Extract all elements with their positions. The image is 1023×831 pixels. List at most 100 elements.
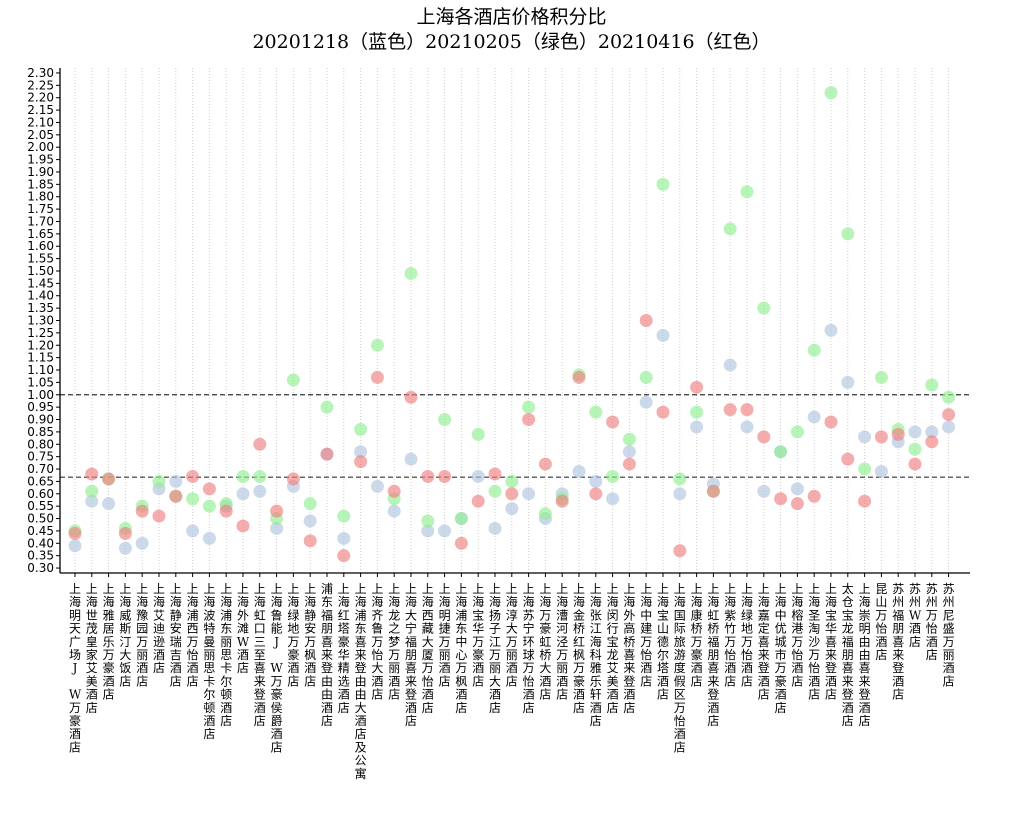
data-point-series-20201218 — [421, 524, 435, 538]
data-point-series-20210205 — [286, 373, 300, 387]
x-category-label: 上海世茂皇家艾美酒店 — [86, 582, 98, 715]
data-point-series-20210416 — [488, 467, 502, 481]
x-category-label: 苏州福朋喜来登酒店 — [892, 582, 904, 702]
data-point-series-20210416 — [891, 427, 905, 441]
data-point-series-20210416 — [555, 494, 569, 508]
data-point-series-20201218 — [135, 536, 149, 550]
data-point-series-20201218 — [253, 484, 267, 498]
y-tick-label: 1.65 — [27, 227, 54, 241]
data-point-series-20210416 — [202, 482, 216, 496]
data-point-series-20210416 — [169, 489, 183, 503]
y-tick-label: 1.00 — [27, 388, 54, 402]
data-point-series-20201218 — [589, 474, 603, 488]
y-tick-label: 1.90 — [27, 165, 54, 179]
x-category-label: 上海嘉定喜来登酒店 — [758, 582, 770, 702]
x-category-label: 上海国际旅游度假区万怡酒店 — [674, 582, 686, 754]
data-point-series-20201218 — [438, 524, 452, 538]
data-point-series-20210416 — [135, 504, 149, 518]
x-category-label: 太仓宝龙福朋喜来登酒店 — [842, 581, 854, 728]
data-point-series-20201218 — [354, 445, 368, 459]
data-point-series-20201218 — [85, 494, 99, 508]
y-tick-label: 2.05 — [27, 128, 54, 142]
x-category-label: 上海鲁能 J W 万豪侯爵酒店 — [270, 582, 283, 754]
y-tick-label: 1.95 — [27, 153, 54, 167]
x-category-label: 上海明捷万丽酒店 — [439, 582, 451, 688]
x-category-label: 上海浦东中心万枫酒店 — [455, 582, 467, 715]
data-point-series-20210416 — [522, 413, 536, 427]
y-tick-label: 0.95 — [27, 400, 54, 414]
data-point-series-20210416 — [303, 534, 317, 548]
y-tick-label: 0.50 — [27, 512, 54, 526]
data-point-series-20201218 — [723, 358, 737, 372]
y-tick-label: 1.70 — [27, 214, 54, 228]
data-point-series-20210416 — [790, 497, 804, 511]
data-point-series-20210205 — [774, 445, 788, 459]
data-point-series-20201218 — [606, 492, 620, 506]
data-point-series-20210205 — [152, 474, 166, 488]
data-point-series-20201218 — [841, 375, 855, 389]
y-tick-label: 1.15 — [27, 351, 54, 365]
y-tick-label: 1.25 — [27, 326, 54, 340]
data-points — [68, 86, 956, 563]
y-tick-label: 1.60 — [27, 239, 54, 253]
x-category-label: 上海淳大万丽酒店 — [506, 582, 518, 688]
y-tick-label: 1.35 — [27, 301, 54, 315]
data-point-series-20210416 — [219, 504, 233, 518]
data-point-series-20210205 — [337, 509, 351, 523]
y-tick-label: 1.40 — [27, 289, 54, 303]
data-point-series-20210205 — [438, 413, 452, 427]
data-point-series-20201218 — [757, 484, 771, 498]
y-tick-label: 0.85 — [27, 425, 54, 439]
chart-subtitle: 20201218（蓝色）20210205（绿色）20210416（红色） — [252, 31, 771, 53]
data-point-series-20210205 — [538, 507, 552, 521]
data-point-series-20201218 — [488, 521, 502, 535]
data-point-series-20210205 — [522, 400, 536, 414]
data-point-series-20201218 — [639, 395, 653, 409]
data-point-series-20210416 — [639, 314, 653, 327]
data-point-series-20210416 — [404, 390, 418, 404]
data-point-series-20210416 — [102, 472, 116, 486]
data-point-series-20210205 — [85, 484, 99, 498]
x-category-label: 上海西藏大厦万怡酒店 — [422, 582, 434, 715]
x-category-label: 上海雅居乐万豪酒店 — [103, 582, 115, 702]
data-point-series-20210416 — [387, 484, 401, 498]
data-point-series-20201218 — [858, 430, 872, 444]
x-category-label: 上海龙之梦万丽酒店 — [388, 582, 400, 702]
y-tick-label: 0.60 — [27, 487, 54, 501]
data-point-series-20210205 — [639, 370, 653, 384]
y-tick-label: 0.75 — [27, 450, 54, 464]
data-point-series-20210205 — [656, 177, 670, 191]
data-point-series-20201218 — [102, 497, 116, 511]
data-point-series-20201218 — [68, 539, 82, 553]
data-point-series-20210416 — [253, 437, 267, 451]
data-point-series-20210416 — [471, 494, 485, 508]
data-point-series-20210416 — [807, 489, 821, 503]
data-point-series-20210416 — [118, 526, 132, 540]
data-point-series-20210205 — [471, 427, 485, 441]
x-category-label: 上海崇明由由喜来登酒店 — [859, 582, 871, 728]
data-point-series-20210205 — [253, 469, 267, 483]
x-category-label: 上海紫竹万怡酒店 — [724, 582, 736, 688]
data-point-series-20210416 — [858, 494, 872, 508]
data-point-series-20210416 — [270, 504, 284, 518]
data-point-series-20201218 — [874, 465, 888, 479]
y-tick-label: 1.45 — [27, 276, 54, 290]
data-point-series-20210416 — [606, 415, 620, 429]
data-point-series-20210416 — [942, 408, 956, 422]
data-point-series-20201218 — [824, 323, 838, 337]
data-point-series-20201218 — [942, 420, 956, 434]
data-point-series-20201218 — [908, 425, 922, 439]
data-point-series-20210205 — [723, 222, 737, 236]
data-point-series-20210205 — [908, 442, 922, 456]
x-category-label: 上海齐鲁万怡大酒店 — [371, 582, 383, 702]
data-point-series-20210205 — [807, 343, 821, 357]
data-point-series-20210205 — [421, 514, 435, 528]
data-point-series-20210416 — [505, 487, 519, 501]
data-point-series-20210416 — [68, 526, 82, 540]
x-category-label: 上海中建万怡酒店 — [640, 582, 652, 688]
x-category-label: 上海浦东喜来登由由大酒店及公寓 — [355, 582, 367, 781]
x-category-label: 上海静安万枫酒店 — [304, 582, 316, 688]
data-point-series-20210416 — [370, 370, 384, 384]
y-tick-label: 0.30 — [27, 561, 54, 575]
